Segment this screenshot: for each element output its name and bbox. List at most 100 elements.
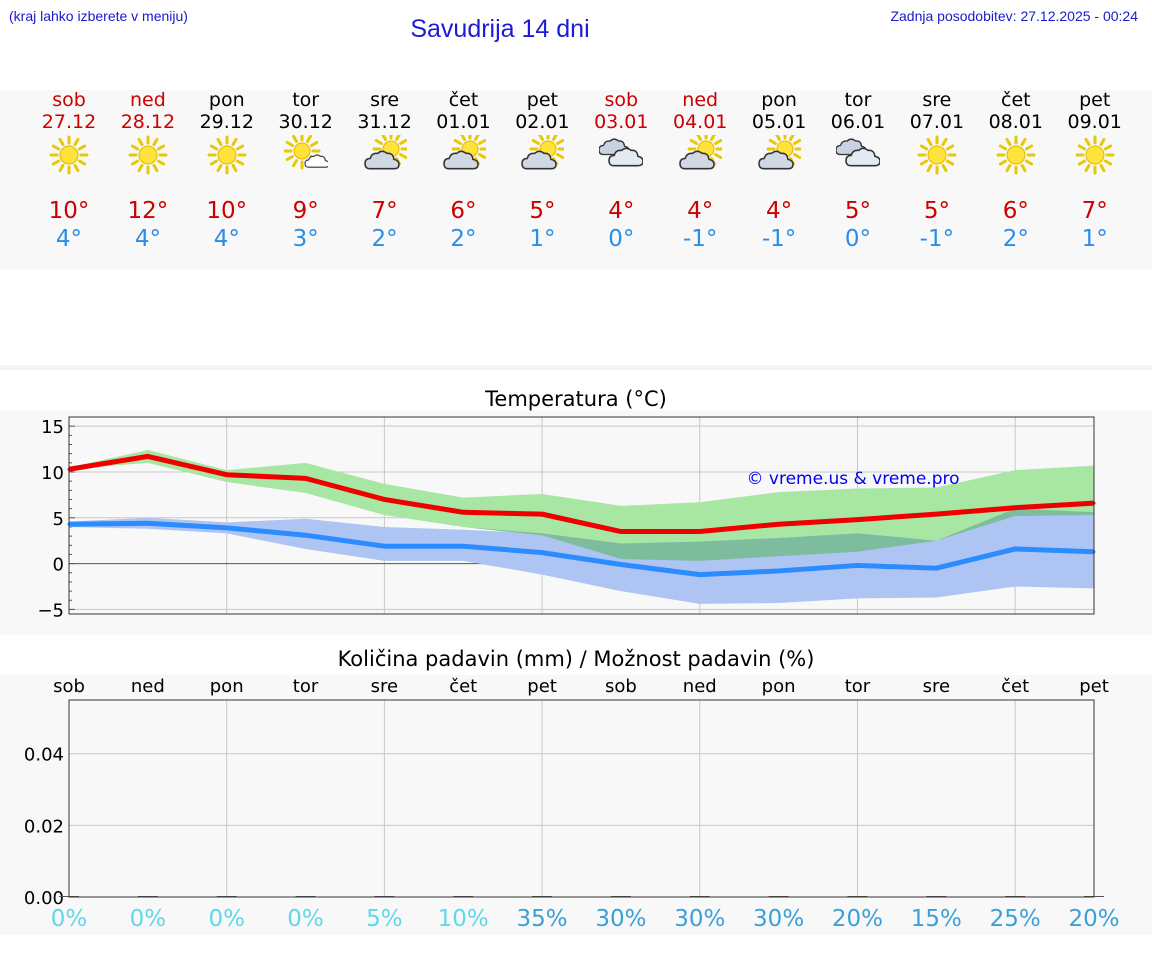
y-tick-label: 0.02 bbox=[24, 816, 64, 837]
temp-max: 4° bbox=[766, 198, 793, 224]
partly-cloudy-icon bbox=[679, 135, 723, 170]
temp-max: 4° bbox=[687, 198, 714, 224]
day-date: 29.12 bbox=[199, 111, 254, 133]
temp-min: 0° bbox=[844, 226, 872, 252]
temperature-chart-title: Temperatura (°C) bbox=[485, 387, 667, 411]
y-tick-label: −5 bbox=[37, 600, 64, 621]
max-temp-point bbox=[225, 473, 229, 477]
y-tick-label: 15 bbox=[41, 417, 64, 438]
x-category-label: ned bbox=[683, 676, 717, 697]
max-temp-point bbox=[698, 530, 702, 534]
precip-probability-label: 15% bbox=[911, 906, 962, 932]
day-column: sob 27.12 10° 4° bbox=[30, 89, 108, 252]
max-temp-point bbox=[619, 530, 623, 534]
day-name: pet bbox=[1079, 89, 1111, 111]
temp-max: 6° bbox=[450, 198, 477, 224]
precip-probability-label: 5% bbox=[366, 906, 403, 932]
precip-probability-label: 0% bbox=[208, 906, 245, 932]
day-column: pon 05.01 4° -1° bbox=[740, 89, 818, 252]
max-temp-point bbox=[777, 522, 781, 526]
day-name: sre bbox=[370, 89, 400, 111]
day-column: ned 28.12 12° 4° bbox=[109, 89, 187, 252]
min-temp-point bbox=[698, 573, 702, 577]
precip-probability-label: 0% bbox=[51, 906, 88, 932]
temp-max: 4° bbox=[608, 198, 635, 224]
min-temp-point bbox=[1013, 547, 1017, 551]
day-date: 28.12 bbox=[120, 111, 176, 133]
partly-cloudy-icon bbox=[363, 135, 407, 170]
x-category-label: tor bbox=[293, 676, 319, 697]
temp-min: 4° bbox=[55, 226, 83, 252]
max-temp-point bbox=[382, 497, 386, 501]
day-date: 27.12 bbox=[41, 111, 97, 133]
plot-frame bbox=[68, 416, 1095, 615]
precipitation-chart: 0.04 0.02 0.00 sob ned pon tor sre čet pet sob ned p… bbox=[24, 676, 1120, 932]
y-tick-label: 5 bbox=[53, 509, 64, 530]
y-tick-label: 0 bbox=[53, 555, 64, 576]
day-date: 01.01 bbox=[436, 111, 491, 133]
location-menu-hint[interactable]: (kraj lahko izberete v meniju) bbox=[9, 8, 188, 24]
sun-icon bbox=[996, 135, 1036, 175]
day-date: 08.01 bbox=[988, 111, 1043, 133]
min-temp-point bbox=[146, 521, 150, 525]
day-date: 04.01 bbox=[672, 111, 728, 133]
precip-probability-label: 25% bbox=[990, 906, 1041, 932]
temp-max: 6° bbox=[1002, 198, 1029, 224]
day-column: čet 08.01 6° 2° bbox=[977, 89, 1055, 252]
temp-min: 4° bbox=[213, 226, 240, 252]
x-category-label: pet bbox=[527, 676, 557, 697]
max-temp-point bbox=[304, 476, 308, 480]
sun-icon bbox=[1075, 135, 1115, 175]
min-temp-point bbox=[619, 563, 623, 567]
x-category-label: čet bbox=[1001, 676, 1029, 697]
precip-probability-label: 30% bbox=[674, 906, 725, 932]
day-name: tor bbox=[844, 89, 872, 111]
temp-min: -1° bbox=[682, 226, 718, 252]
day-name: tor bbox=[292, 89, 320, 111]
sun-icon bbox=[128, 135, 168, 175]
min-temp-point bbox=[777, 569, 781, 573]
x-category-label: tor bbox=[845, 676, 871, 697]
day-column: tor 30.12 9° 3° bbox=[267, 89, 345, 252]
min-temp-point bbox=[382, 544, 386, 548]
temp-max: 10° bbox=[206, 198, 248, 224]
temp-max: 12° bbox=[127, 198, 169, 224]
y-tick-label: 0.04 bbox=[24, 745, 64, 766]
temperature-chart: 15 10 5 0 −5 © vreme.us & vreme.pro bbox=[37, 416, 1096, 621]
day-name: čet bbox=[1001, 89, 1031, 111]
partly-cloudy-icon bbox=[442, 135, 486, 170]
precip-probability-label: 35% bbox=[517, 906, 568, 932]
day-date: 07.01 bbox=[909, 111, 965, 133]
temp-max: 10° bbox=[48, 198, 90, 224]
day-column: sre 31.12 7° 2° bbox=[346, 89, 424, 252]
min-temp-line bbox=[68, 520, 1095, 578]
precipitation-chart-title: Količina padavin (mm) / Možnost padavin … bbox=[337, 647, 815, 671]
min-temp-point bbox=[540, 551, 544, 555]
min-temp-point bbox=[225, 526, 229, 530]
day-date: 03.01 bbox=[594, 111, 649, 133]
x-category-label: pon bbox=[762, 676, 796, 697]
forecast-panel bbox=[0, 90, 1152, 270]
temp-min: 1° bbox=[1081, 226, 1108, 252]
temp-min: 1° bbox=[529, 226, 556, 252]
temp-min: 0° bbox=[608, 226, 635, 252]
day-name: ned bbox=[129, 89, 166, 111]
plot-area bbox=[69, 700, 1094, 897]
x-category-label: sre bbox=[923, 676, 950, 697]
sun-icon bbox=[49, 135, 89, 175]
x-category-label: ned bbox=[131, 676, 165, 697]
x-category-label: sob bbox=[53, 676, 85, 697]
x-category-label: sob bbox=[605, 676, 637, 697]
day-column: pet 02.01 5° 1° bbox=[503, 89, 581, 252]
last-updated: Zadnja posodobitev: 27.12.2025 - 00:24 bbox=[890, 8, 1138, 24]
day-date: 02.01 bbox=[515, 111, 570, 133]
day-date: 09.01 bbox=[1067, 111, 1122, 133]
day-date: 06.01 bbox=[830, 111, 886, 133]
temp-min: 2° bbox=[371, 226, 398, 252]
temp-min: 2° bbox=[1002, 226, 1029, 252]
watermark: © vreme.us & vreme.pro bbox=[746, 469, 959, 489]
temp-max: 5° bbox=[844, 198, 872, 224]
x-category-label: pon bbox=[210, 676, 244, 697]
sun-small-cloud-icon bbox=[283, 135, 328, 170]
day-column: pet 09.01 7° 1° bbox=[1056, 89, 1134, 252]
